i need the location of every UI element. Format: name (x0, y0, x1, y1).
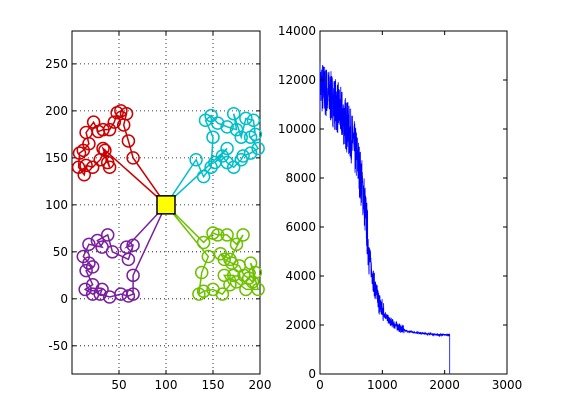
y-tick-label: 0 (308, 367, 316, 381)
customer-marker (251, 141, 265, 156)
customer-marker (206, 282, 220, 297)
y-tick-label: 12000 (278, 73, 316, 87)
customer-marker (100, 155, 115, 170)
x-tick-label: 50 (111, 378, 126, 392)
customer-marker (206, 130, 220, 144)
right-axes-cost-plot: 0 1000 2000 3000 0 2000 4000 6000 8000 10000 12000… (278, 24, 522, 392)
right-axes-tick-labels: 0 1000 2000 3000 0 2000 4000 6000 8000 10000 12000… (278, 24, 522, 392)
customer-marker (226, 268, 241, 283)
customer-marker (204, 108, 218, 123)
customer-marker (246, 113, 261, 128)
customer-marker (220, 228, 234, 242)
customer-marker (201, 249, 216, 264)
customer-marker (95, 240, 109, 254)
x-tick-label: 0 (316, 378, 324, 392)
customer-marker (96, 141, 110, 156)
customer-marker (226, 106, 241, 121)
customer-marker (189, 152, 203, 167)
customer-marker (82, 256, 96, 270)
customer-marker (229, 122, 244, 137)
y-tick-label: 100 (45, 198, 68, 212)
customer-marker (192, 287, 206, 301)
y-tick-label: 10000 (278, 122, 316, 136)
customer-marker (79, 263, 93, 278)
x-tick-label: 1000 (367, 378, 398, 392)
left-axes-route-plot: 50 100 150 200 -50 0 50 100 150 200 250 (45, 30, 271, 392)
customer-marker (204, 160, 218, 175)
customer-marker (239, 282, 253, 297)
customer-marker (72, 146, 87, 160)
x-tick-label: 3000 (492, 378, 523, 392)
y-tick-label: -50 (48, 339, 68, 353)
customer-marker (85, 260, 100, 274)
left-axes-tick-labels: 50 100 150 200 -50 0 50 100 150 200 250 (45, 57, 271, 392)
customer-marker (79, 158, 93, 173)
customer-marker (215, 149, 230, 163)
customer-marker (236, 228, 250, 242)
customer-marker (208, 155, 222, 170)
y-tick-label: 6000 (285, 220, 316, 234)
customer-marker (239, 111, 253, 126)
x-tick-label: 2000 (429, 378, 460, 392)
y-tick-label: 150 (45, 151, 68, 165)
route-line (165, 204, 260, 296)
customer-marker (126, 151, 140, 165)
customer-marker (196, 169, 211, 184)
right-axes-ticks (319, 30, 508, 375)
customer-marker (220, 141, 234, 156)
left-axes-ticks (72, 31, 261, 374)
y-tick-label: 8000 (285, 171, 316, 185)
customer-marker (85, 160, 100, 175)
customer-marker (234, 152, 248, 167)
customer-marker (126, 287, 140, 301)
customer-marker (110, 106, 124, 120)
customer-marker (100, 228, 115, 242)
customer-marker (229, 275, 244, 289)
customer-marker (234, 130, 248, 144)
customer-marker (196, 235, 211, 250)
customer-marker (217, 252, 232, 267)
y-tick-label: 2000 (285, 318, 316, 332)
y-tick-label: 0 (60, 292, 68, 306)
customer-marker (194, 265, 209, 280)
customer-marker (98, 143, 112, 158)
x-tick-label: 200 (249, 378, 272, 392)
customer-marker (243, 256, 258, 270)
x-tick-label: 100 (155, 378, 178, 392)
customer-marker (76, 143, 91, 158)
customer-marker (229, 237, 244, 252)
customer-marker (107, 115, 122, 129)
customer-marker (93, 287, 107, 301)
customer-marker (243, 130, 258, 144)
right-axes-frame (319, 30, 508, 375)
x-tick-label: 150 (202, 378, 225, 392)
y-tick-label: 50 (53, 245, 68, 259)
customer-marker (121, 252, 136, 267)
customer-markers (71, 104, 265, 304)
y-tick-label: 4000 (285, 269, 316, 283)
customer-marker (126, 238, 140, 253)
customer-marker (223, 277, 237, 292)
customer-marker (210, 116, 225, 130)
customer-marker (121, 134, 136, 148)
y-tick-label: 200 (45, 104, 68, 118)
y-tick-label: 14000 (278, 24, 316, 38)
customer-marker (220, 120, 234, 134)
customer-marker (82, 237, 96, 252)
depot-marker (156, 195, 176, 215)
customer-marker (210, 228, 225, 242)
customer-marker (77, 168, 91, 182)
cost-series-line (319, 62, 451, 374)
customer-marker (86, 115, 101, 129)
y-tick-label: 250 (45, 57, 68, 71)
customer-marker (243, 146, 258, 160)
customer-marker (78, 282, 92, 297)
customer-marker (126, 268, 140, 283)
